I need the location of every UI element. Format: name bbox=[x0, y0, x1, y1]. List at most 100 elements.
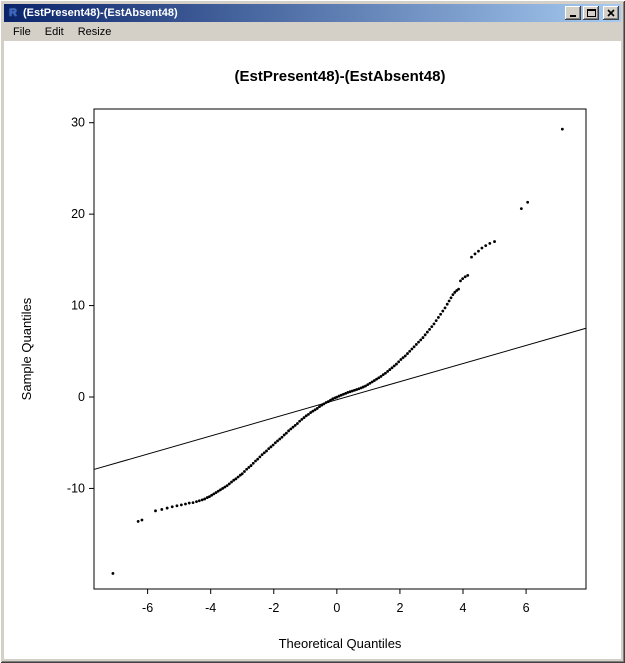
point bbox=[280, 435, 284, 439]
point bbox=[249, 464, 253, 467]
point bbox=[154, 509, 157, 513]
x-tick-label: 2 bbox=[396, 601, 403, 615]
point bbox=[379, 375, 383, 378]
point bbox=[271, 443, 275, 447]
point bbox=[265, 449, 268, 453]
point bbox=[339, 393, 343, 397]
point bbox=[357, 387, 361, 391]
point bbox=[200, 498, 204, 502]
plot-box bbox=[93, 108, 587, 590]
close-icon bbox=[607, 9, 615, 17]
point bbox=[342, 392, 345, 396]
y-tick-label: -10 bbox=[67, 481, 85, 495]
point bbox=[377, 376, 381, 380]
window-controls bbox=[565, 6, 619, 20]
point bbox=[320, 403, 324, 407]
point bbox=[488, 242, 492, 245]
point bbox=[526, 200, 530, 204]
point bbox=[179, 503, 183, 507]
menu-file[interactable]: File bbox=[13, 25, 31, 38]
x-tick-label: -4 bbox=[205, 601, 216, 615]
point bbox=[329, 398, 332, 402]
point bbox=[466, 274, 470, 277]
point bbox=[364, 384, 367, 388]
point bbox=[251, 461, 255, 465]
point bbox=[318, 405, 321, 408]
point bbox=[247, 466, 251, 469]
point bbox=[443, 306, 447, 310]
x-tick-label: 6 bbox=[523, 601, 530, 615]
title-bar[interactable]: R (EstPresent48)-(EstAbsent48) bbox=[4, 4, 621, 22]
point bbox=[434, 319, 438, 323]
x-axis: -6 -4 -2 0 2 4 6 bbox=[142, 589, 530, 615]
point bbox=[210, 493, 214, 497]
point bbox=[410, 347, 414, 351]
point bbox=[366, 383, 370, 387]
point bbox=[359, 386, 363, 390]
reference-line bbox=[93, 327, 587, 470]
point bbox=[392, 364, 396, 368]
point bbox=[260, 453, 264, 456]
qq-plot: (EstPresent48)-(EstAbsent48) -6 -4 -2 0 2 4 6 -1… bbox=[19, 68, 587, 651]
point bbox=[311, 409, 315, 413]
maximize-button[interactable] bbox=[583, 6, 599, 20]
point bbox=[560, 127, 564, 131]
point bbox=[337, 394, 341, 398]
y-tick-label: 10 bbox=[71, 299, 85, 313]
y-tick-label: 30 bbox=[71, 116, 85, 130]
point bbox=[256, 457, 260, 461]
point bbox=[441, 309, 445, 313]
point bbox=[350, 389, 354, 393]
point bbox=[397, 360, 401, 364]
point bbox=[165, 506, 169, 510]
point bbox=[459, 279, 462, 283]
menu-edit[interactable]: Edit bbox=[44, 25, 64, 38]
point bbox=[439, 312, 443, 316]
point bbox=[245, 467, 249, 471]
point bbox=[197, 499, 201, 503]
point bbox=[208, 495, 211, 499]
point bbox=[331, 397, 335, 401]
point bbox=[240, 472, 244, 476]
close-button[interactable] bbox=[603, 6, 619, 20]
point bbox=[372, 379, 376, 382]
point bbox=[370, 380, 374, 384]
point bbox=[388, 368, 392, 371]
window-title: (EstPresent48)-(EstAbsent48) bbox=[23, 7, 178, 19]
point bbox=[368, 381, 372, 385]
point bbox=[298, 419, 302, 423]
point bbox=[414, 343, 418, 346]
app-icon: R bbox=[6, 6, 20, 20]
point bbox=[473, 252, 477, 256]
point bbox=[219, 488, 222, 492]
point bbox=[480, 246, 484, 250]
point bbox=[425, 330, 429, 334]
point bbox=[212, 492, 216, 496]
point bbox=[428, 327, 431, 331]
point bbox=[234, 477, 238, 481]
point bbox=[395, 362, 398, 366]
point bbox=[302, 416, 306, 419]
minimize-button[interactable] bbox=[565, 6, 581, 20]
point bbox=[344, 391, 348, 395]
point bbox=[175, 504, 179, 508]
point bbox=[421, 336, 425, 339]
point bbox=[361, 385, 365, 389]
point bbox=[461, 277, 465, 280]
point bbox=[205, 496, 209, 499]
menu-resize[interactable]: Resize bbox=[77, 25, 112, 38]
point bbox=[326, 400, 330, 403]
y-tick-label: 0 bbox=[78, 390, 85, 404]
point bbox=[273, 441, 277, 445]
point bbox=[160, 508, 164, 511]
y-tick-label: 20 bbox=[71, 207, 85, 221]
point bbox=[293, 423, 297, 427]
point bbox=[291, 425, 295, 429]
point bbox=[399, 358, 403, 361]
maximize-icon bbox=[586, 9, 596, 17]
point bbox=[346, 391, 350, 394]
point bbox=[304, 414, 308, 418]
minimize-icon bbox=[570, 15, 576, 17]
app-icon-glyph: R bbox=[9, 7, 17, 19]
